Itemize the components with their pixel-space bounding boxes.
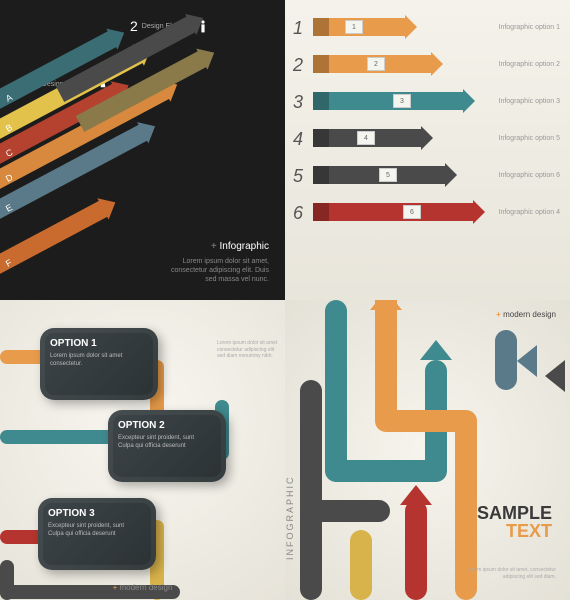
arrowhead xyxy=(517,345,537,377)
row-option-label: Infographic option 1 xyxy=(499,24,561,31)
arrowhead xyxy=(545,360,565,392)
row-tag: 1 xyxy=(345,20,363,34)
panel4-sample-text: SAMPLE TEXT xyxy=(477,504,552,540)
row-option-label: Infographic option 2 xyxy=(499,61,561,68)
arrow-row: 5 5 Infographic option 6 xyxy=(285,166,570,192)
arrow-row: 6 6 Infographic option 4 xyxy=(285,203,570,229)
arrowhead xyxy=(420,340,452,360)
diagonal-arrow xyxy=(0,200,109,277)
sample-line1: SAMPLE xyxy=(477,504,552,522)
option-box: OPTION 1 Lorem ipsum dolor sit amet conse… xyxy=(40,328,158,400)
row-fold xyxy=(313,55,329,73)
row-number: 3 xyxy=(293,92,303,113)
pipe xyxy=(495,330,517,390)
option-box: OPTION 2 Excepteur sint proident, suntCul… xyxy=(108,410,226,482)
option-body: Excepteur sint proident, suntCulpa qui o… xyxy=(48,523,146,539)
row-number: 2 xyxy=(293,55,303,76)
panel4-title-text: modern design xyxy=(503,310,556,319)
panel1-lorem: Lorem ipsum dolor sit amet, consectetur … xyxy=(159,257,269,284)
row-fold xyxy=(313,92,329,110)
row-number: 5 xyxy=(293,166,303,187)
panel4-infographic-label: INFOGRAPHIC xyxy=(285,475,295,560)
row-tag: 5 xyxy=(379,168,397,182)
option-title: OPTION 3 xyxy=(48,508,146,519)
row-option-label: Infographic option 5 xyxy=(499,135,561,142)
row-option-label: Infographic option 6 xyxy=(499,172,561,179)
row-fold xyxy=(313,203,329,221)
panel-interlocking-pipes: + modern design SAMPLE TEXT INFOGRAPHIC … xyxy=(285,300,570,600)
pipe xyxy=(325,300,347,480)
option-title: OPTION 2 xyxy=(118,420,216,431)
option-box: OPTION 3 Excepteur sint proident, suntCul… xyxy=(38,498,156,570)
arrow-row: 4 4 Infographic option 5 xyxy=(285,129,570,155)
option-body: Lorem ipsum dolor sit amet consectetur. xyxy=(50,353,148,369)
arrowhead xyxy=(370,300,402,310)
infographic-grid: 1 Design Elements 2 Design Elements ABCD… xyxy=(0,0,570,600)
row-fold xyxy=(313,166,329,184)
pipe xyxy=(0,430,115,444)
row-number: 1 xyxy=(293,18,303,39)
pipe xyxy=(300,500,390,522)
sample-line2: TEXT xyxy=(477,522,552,540)
arrowhead xyxy=(400,485,432,505)
row-fold xyxy=(313,18,329,36)
row-arrow xyxy=(313,92,463,110)
panel-option-boxes: OPTION 1 Lorem ipsum dolor sit amet conse… xyxy=(0,300,285,600)
pipe xyxy=(405,500,427,600)
row-fold xyxy=(313,129,329,147)
panel4-lorem: Lorem ipsum dolor sit amet, consectetur … xyxy=(466,567,556,580)
row-tag: 3 xyxy=(393,94,411,108)
panel4-title: + modern design xyxy=(496,310,556,319)
row-tag: 4 xyxy=(357,131,375,145)
row-tag: 2 xyxy=(367,57,385,71)
row-number: 6 xyxy=(293,203,303,224)
arrow-row: 3 3 Infographic option 3 xyxy=(285,92,570,118)
row-option-label: Infographic option 4 xyxy=(499,209,561,216)
panel1-info: + Infographic Lorem ipsum dolor sit amet… xyxy=(159,240,269,284)
option-title: OPTION 1 xyxy=(50,338,148,349)
panel-horizontal-arrows: 1 1 Infographic option 1 2 2 Infographic… xyxy=(285,0,570,300)
pipe xyxy=(350,530,372,600)
panel3-footer-text: modern design xyxy=(119,583,172,592)
pipe xyxy=(300,380,322,600)
row-arrow xyxy=(313,203,473,221)
row-tag: 6 xyxy=(403,205,421,219)
option-body: Excepteur sint proident, suntCulpa qui o… xyxy=(118,435,216,451)
panel3-side-text: Lorem ipsum dolor sit amet consectetur a… xyxy=(217,340,279,360)
panel1-title: Infographic xyxy=(220,241,269,252)
panel-diagonal-arrows: 1 Design Elements 2 Design Elements ABCD… xyxy=(0,0,285,300)
panel3-footer: + modern design xyxy=(113,583,173,592)
legend-2-num: 2 xyxy=(130,18,138,34)
row-number: 4 xyxy=(293,129,303,150)
arrow-row: 1 1 Infographic option 1 xyxy=(285,18,570,44)
row-option-label: Infographic option 3 xyxy=(499,98,561,105)
arrow-row: 2 2 Infographic option 2 xyxy=(285,55,570,81)
